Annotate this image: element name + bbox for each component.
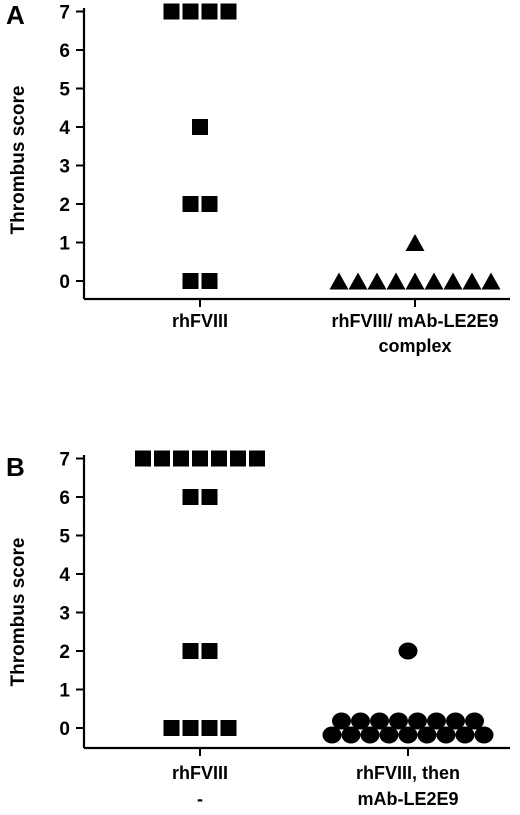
x-category-label: rhFVIII, then: [356, 763, 460, 783]
data-point-circle: [398, 726, 418, 744]
data-point-circle: [465, 712, 484, 730]
data-point-triangle: [367, 272, 387, 290]
data-point-square: [211, 450, 227, 467]
panel-b: B Thrombus score 0 1 2 3 4 5 6 7 rhFVIII - rhFVIII…: [6, 450, 510, 809]
data-point-circle: [474, 726, 494, 744]
panel-a-letter: A: [6, 0, 25, 30]
data-point-square: [182, 720, 199, 736]
y-tick-label: 2: [59, 195, 70, 216]
data-point-square: [135, 450, 151, 467]
data-point-square: [192, 119, 208, 135]
data-point-square: [182, 196, 199, 212]
data-point-circle: [436, 726, 456, 744]
data-point-circle: [379, 726, 399, 744]
data-point-square: [249, 450, 265, 467]
y-tick-label: 6: [59, 41, 70, 62]
data-point-triangle: [462, 272, 482, 290]
y-tick-label: 7: [59, 450, 70, 471]
panel-b-y-axis-label: Thrombus score: [8, 538, 29, 687]
panel-b-letter: B: [6, 452, 25, 482]
x-category-label: rhFVIII: [172, 311, 228, 331]
data-point-circle: [360, 726, 380, 744]
data-point-triangle: [329, 272, 349, 290]
y-tick-label: 5: [59, 80, 70, 101]
data-point-square: [154, 450, 170, 467]
panel-a-y-axis-label: Thrombus score: [8, 86, 29, 235]
data-point-circle: [351, 712, 370, 730]
y-tick-label: 6: [59, 488, 70, 509]
y-tick-label: 3: [59, 157, 70, 178]
y-tick-label: 7: [59, 3, 70, 24]
data-point-triangle: [424, 272, 444, 290]
y-tick-label: 1: [59, 681, 70, 702]
data-point-circle: [455, 726, 475, 744]
x-category-label: -: [197, 789, 203, 809]
data-point-square: [201, 273, 218, 289]
data-point-square: [163, 3, 180, 20]
data-point-square: [182, 3, 199, 20]
data-point-square: [182, 273, 199, 289]
panel-a: A Thrombus score 0 1 2 3 4 5 6 7 rhFVIII rhFVIII/…: [6, 0, 510, 356]
data-point-square: [173, 450, 189, 467]
data-point-triangle: [481, 272, 501, 290]
data-point-circle: [446, 712, 465, 730]
data-point-square: [201, 196, 218, 212]
y-tick-label: 0: [59, 719, 70, 740]
data-point-square: [192, 450, 208, 467]
data-point-triangle: [348, 272, 368, 290]
y-tick-label: 4: [59, 565, 70, 586]
x-category-label: mAb-LE2E9: [357, 789, 458, 809]
y-tick-label: 0: [59, 272, 70, 293]
panel-b-plot: 0 1 2 3 4 5 6 7 rhFVIII - rhFVIII, then mAb-LE2E9: [59, 450, 510, 809]
y-tick-label: 5: [59, 527, 70, 548]
data-point-square: [201, 720, 218, 736]
data-point-triangle: [405, 234, 425, 251]
data-point-triangle: [405, 272, 425, 290]
data-point-circle: [332, 712, 351, 730]
data-point-circle: [398, 642, 418, 660]
data-point-square: [220, 3, 237, 20]
data-point-square: [201, 489, 218, 505]
y-tick-label: 4: [59, 118, 70, 139]
panel-a-plot: 0 1 2 3 4 5 6 7 rhFVIII rhFVIII/ mAb-LE2E9 complex: [59, 3, 510, 356]
data-point-square: [230, 450, 246, 467]
data-point-square: [163, 720, 180, 736]
data-point-circle: [417, 726, 437, 744]
y-tick-label: 2: [59, 642, 70, 663]
y-tick-label: 3: [59, 604, 70, 625]
x-category-label: complex: [378, 336, 451, 356]
data-point-circle: [341, 726, 361, 744]
data-point-circle: [427, 712, 446, 730]
data-point-square: [182, 489, 199, 505]
data-point-triangle: [443, 272, 463, 290]
x-category-label: rhFVIII/ mAb-LE2E9: [331, 311, 498, 331]
data-point-square: [201, 3, 218, 20]
data-point-triangle: [386, 272, 406, 290]
data-point-circle: [322, 726, 342, 744]
data-point-square: [182, 643, 199, 659]
data-point-square: [220, 720, 237, 736]
data-point-circle: [370, 712, 389, 730]
data-point-circle: [408, 712, 427, 730]
x-category-label: rhFVIII: [172, 763, 228, 783]
data-point-square: [201, 643, 218, 659]
data-point-circle: [389, 712, 408, 730]
y-tick-label: 1: [59, 234, 70, 255]
